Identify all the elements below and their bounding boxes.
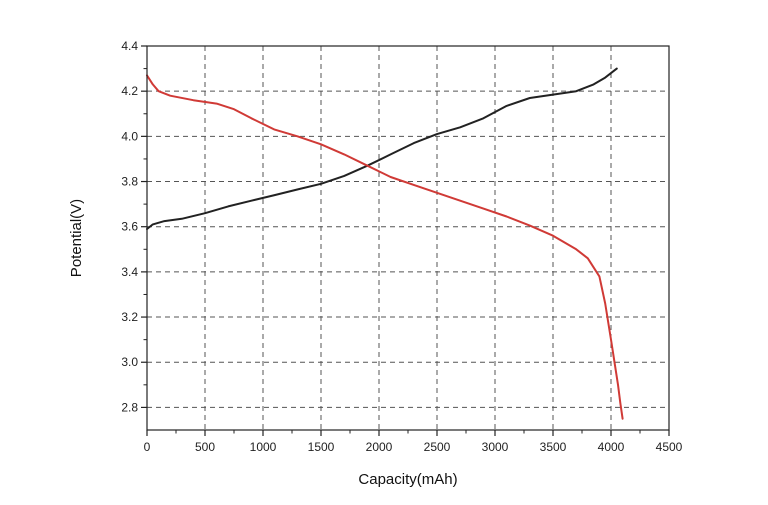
y-tick-label-7: 4.2 (121, 84, 138, 98)
y-tick-label-5: 3.8 (121, 175, 138, 189)
ticks: 0 500 1000 1500 2000 2500 3000 3500 4000 4500 2.8 3… (121, 39, 682, 454)
y-tick-label-2: 3.2 (121, 310, 138, 324)
y-axis-title: Potential(V) (68, 199, 85, 277)
y-tick-label-6: 4.0 (121, 129, 138, 143)
x-tick-label-2: 1000 (250, 440, 277, 454)
x-tick-label-7: 3500 (540, 440, 567, 454)
series-line-0 (146, 67, 618, 230)
x-tick-label-0: 0 (144, 440, 151, 454)
x-tick-label-8: 4000 (598, 440, 625, 454)
x-tick-label-9: 4500 (656, 440, 683, 454)
x-tick-label-5: 2500 (424, 440, 451, 454)
x-tick-label-4: 2000 (366, 440, 393, 454)
series-layer (146, 67, 624, 420)
y-tick-label-4: 3.6 (121, 220, 138, 234)
y-tick-label-8: 4.4 (121, 39, 138, 53)
grid (147, 46, 669, 430)
series-line-1 (146, 74, 624, 420)
x-tick-label-6: 3000 (482, 440, 509, 454)
x-axis-title: Capacity(mAh) (358, 471, 457, 488)
y-tick-label-1: 3.0 (121, 355, 138, 369)
x-tick-label-3: 1500 (308, 440, 335, 454)
x-tick-label-1: 500 (195, 440, 215, 454)
y-tick-label-3: 3.4 (121, 265, 138, 279)
y-tick-label-0: 2.8 (121, 400, 138, 414)
